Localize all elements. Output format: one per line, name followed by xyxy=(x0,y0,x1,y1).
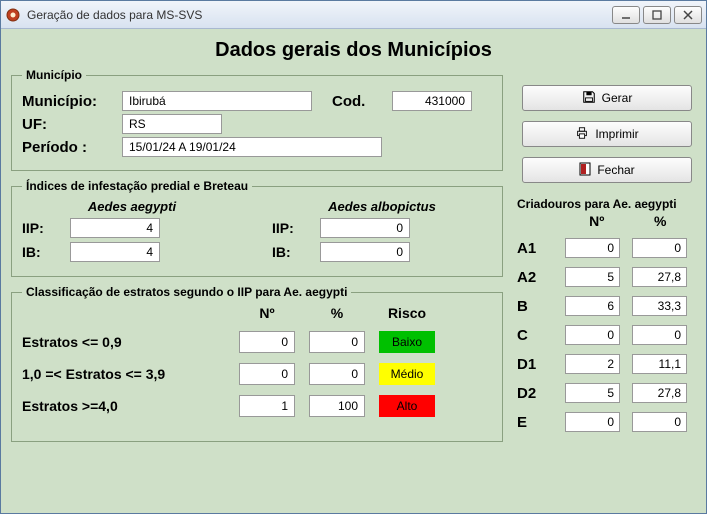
criadouro-p[interactable]: 11,1 xyxy=(632,354,687,374)
maximize-button[interactable] xyxy=(643,6,671,24)
criadouro-n[interactable]: 2 xyxy=(565,354,620,374)
indices-fieldset: Índices de infestação predial e Breteau … xyxy=(11,179,503,277)
fechar-label: Fechar xyxy=(597,163,634,177)
criadouro-key: A1 xyxy=(517,240,565,257)
municipio-label: Município: xyxy=(22,93,122,110)
cod-value[interactable]: 431000 xyxy=(392,91,472,111)
uf-value[interactable]: RS xyxy=(122,114,222,134)
gerar-label: Gerar xyxy=(602,91,633,105)
criadouro-p[interactable]: 0 xyxy=(632,238,687,258)
class-p[interactable]: 100 xyxy=(309,395,365,417)
criadouro-row: E00 xyxy=(517,412,692,432)
criadouros-header: Nº % xyxy=(517,213,692,229)
iip-label-2: IIP: xyxy=(272,220,320,236)
ib-label-1: IB: xyxy=(22,244,70,260)
cod-label: Cod. xyxy=(332,93,392,110)
criadouro-key: D2 xyxy=(517,385,565,402)
criadouro-n[interactable]: 0 xyxy=(565,238,620,258)
criadouro-key: B xyxy=(517,298,565,315)
classificacao-legend: Classificação de estratos segundo o IIP … xyxy=(22,285,351,299)
class-label: Estratos >=4,0 xyxy=(22,398,232,414)
criadouro-n[interactable]: 0 xyxy=(565,325,620,345)
periodo-label: Período : xyxy=(22,139,122,156)
aegypti-title: Aedes aegypti xyxy=(22,199,242,214)
class-row: 1,0 =< Estratos <= 3,9 00 Médio xyxy=(22,363,492,385)
ib-label-2: IB: xyxy=(272,244,320,260)
save-icon xyxy=(582,90,596,107)
albopictus-title: Aedes albopictus xyxy=(272,199,492,214)
class-head-n: Nº xyxy=(232,305,302,321)
class-head-p: % xyxy=(302,305,372,321)
criadouro-p[interactable]: 27,8 xyxy=(632,267,687,287)
client-area: Dados gerais dos Municípios Gerar Imprim… xyxy=(1,29,706,513)
class-head-risco: Risco xyxy=(372,305,442,321)
criadouro-row: D25 27,8 xyxy=(517,383,692,403)
albopictus-ib[interactable]: 0 xyxy=(320,242,410,262)
indices-legend: Índices de infestação predial e Breteau xyxy=(22,179,252,193)
criadouros-head-p: % xyxy=(629,213,693,229)
class-n[interactable]: 1 xyxy=(239,395,295,417)
criadouros-title: Criadouros para Ae. aegypti xyxy=(517,197,692,211)
classificacao-header: Nº % Risco xyxy=(22,305,492,321)
municipio-fieldset: Município Município: Ibirubá Cod. 431000… xyxy=(11,68,503,171)
close-button[interactable] xyxy=(674,6,702,24)
criadouro-key: C xyxy=(517,327,565,344)
criadouro-key: E xyxy=(517,414,565,431)
class-row: Estratos <= 0,9 00 Baixo xyxy=(22,331,492,353)
imprimir-button[interactable]: Imprimir xyxy=(522,121,692,147)
criadouro-p[interactable]: 27,8 xyxy=(632,383,687,403)
periodo-value[interactable]: 15/01/24 A 19/01/24 xyxy=(122,137,382,157)
criadouro-n[interactable]: 6 xyxy=(565,296,620,316)
gerar-button[interactable]: Gerar xyxy=(522,85,692,111)
minimize-button[interactable] xyxy=(612,6,640,24)
class-n[interactable]: 0 xyxy=(239,331,295,353)
albopictus-iip[interactable]: 0 xyxy=(320,218,410,238)
classificacao-fieldset: Classificação de estratos segundo o IIP … xyxy=(11,285,503,442)
titlebar: Geração de dados para MS-SVS xyxy=(1,1,706,29)
window-title: Geração de dados para MS-SVS xyxy=(27,8,609,22)
class-p[interactable]: 0 xyxy=(309,331,365,353)
criadouro-n[interactable]: 5 xyxy=(565,383,620,403)
class-label: 1,0 =< Estratos <= 3,9 xyxy=(22,366,232,382)
criadouros-panel: Criadouros para Ae. aegypti Nº % A100A25… xyxy=(517,197,692,441)
aegypti-ib[interactable]: 4 xyxy=(70,242,160,262)
door-icon xyxy=(579,162,591,179)
uf-label: UF: xyxy=(22,116,122,133)
class-risco: Alto xyxy=(379,395,435,417)
class-risco: Médio xyxy=(379,363,435,385)
left-column: Município Município: Ibirubá Cod. 431000… xyxy=(11,68,503,442)
criadouro-p[interactable]: 0 xyxy=(632,325,687,345)
imprimir-label: Imprimir xyxy=(595,127,638,141)
page-title: Dados gerais dos Municípios xyxy=(11,39,696,62)
criadouro-n[interactable]: 0 xyxy=(565,412,620,432)
criadouro-row: D12 11,1 xyxy=(517,354,692,374)
criadouro-row: B6 33,3 xyxy=(517,296,692,316)
app-window: Geração de dados para MS-SVS Dados gerai… xyxy=(0,0,707,514)
class-n[interactable]: 0 xyxy=(239,363,295,385)
criadouro-n[interactable]: 5 xyxy=(565,267,620,287)
criadouro-key: D1 xyxy=(517,356,565,373)
criadouro-p[interactable]: 0 xyxy=(632,412,687,432)
printer-icon xyxy=(575,126,589,143)
action-buttons: Gerar Imprimir Fechar xyxy=(522,85,692,193)
municipio-value[interactable]: Ibirubá xyxy=(122,91,312,111)
criadouro-row: A100 xyxy=(517,238,692,258)
criadouro-row: A25 27,8 xyxy=(517,267,692,287)
app-icon xyxy=(5,7,21,23)
criadouros-head-n: Nº xyxy=(565,213,629,229)
class-risco: Baixo xyxy=(379,331,435,353)
class-row: Estratos >=4,0 1 100 Alto xyxy=(22,395,492,417)
criadouro-key: A2 xyxy=(517,269,565,286)
criadouro-p[interactable]: 33,3 xyxy=(632,296,687,316)
criadouro-row: C00 xyxy=(517,325,692,345)
municipio-legend: Município xyxy=(22,68,86,82)
aegypti-iip[interactable]: 4 xyxy=(70,218,160,238)
class-p[interactable]: 0 xyxy=(309,363,365,385)
iip-label-1: IIP: xyxy=(22,220,70,236)
fechar-button[interactable]: Fechar xyxy=(522,157,692,183)
class-label: Estratos <= 0,9 xyxy=(22,334,232,350)
